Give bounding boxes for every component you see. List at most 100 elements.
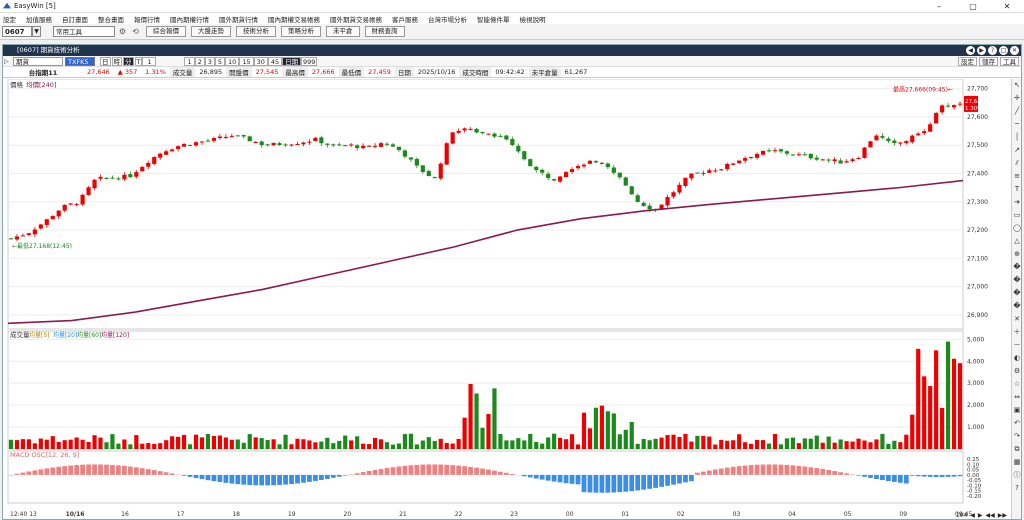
candle-body [599,162,604,164]
menu-item-9[interactable]: 客戶服務 [392,15,418,24]
interval-button-4[interactable]: 10 [225,56,240,66]
code-dropdown-icon[interactable]: ▼ [32,26,41,37]
candle-body [951,105,957,108]
candle-body [265,144,270,146]
interval-button-6[interactable]: 30 [253,56,268,66]
eye-icon[interactable]: � [1013,276,1021,284]
menu-item-8[interactable]: 國外期貨交易帳務 [330,15,382,24]
toolbar-button-5[interactable]: 財務查詢 [364,26,405,37]
nav-first[interactable]: ◀◀ [985,511,995,519]
last-price: 27,646 [87,68,110,76]
zoom-out-icon[interactable]: ✕ [1014,315,1020,323]
chart-option-1[interactable]: 儲存 [979,57,998,66]
gear-icon[interactable]: － [1013,341,1021,349]
nav-next[interactable]: ▶ [977,511,983,519]
period-hour[interactable]: 時 [111,56,122,66]
minute-input[interactable]: 1 [142,56,157,66]
list-icon[interactable]: ⓘ [1013,471,1021,479]
menu-item-12[interactable]: 檢視說明 [519,15,546,24]
line-icon[interactable]: ╱ [1014,107,1020,115]
menu-item-7[interactable]: 國內期權交易帳務 [268,15,320,24]
cross-icon[interactable]: ✛ [1014,94,1020,102]
trash-icon[interactable]: � [1013,289,1021,297]
chart-option-0[interactable]: 設定 [958,57,977,66]
interval-button-7[interactable]: 45 [267,56,283,66]
chart-option-2[interactable]: 工具 [1000,57,1019,66]
triangle-icon[interactable]: △ [1014,237,1020,245]
menu-item-5[interactable]: 國內期權行情 [170,15,209,24]
menu-item-3[interactable]: 整合畫面 [98,15,124,24]
refresh-icon[interactable]: ⟲ [132,27,139,36]
cursor-icon[interactable]: ↖ [1014,81,1020,89]
price-tick-label: 27,200 [967,227,988,234]
fib-icon[interactable]: ≡ [1014,172,1020,180]
interval-button-0[interactable]: 1 [184,56,195,66]
minimize-button[interactable]: – [937,2,941,11]
period-day[interactable]: 日 [100,56,111,66]
panel-button-4[interactable]: ✕ [1010,46,1019,55]
zoom-in-icon[interactable]: � [1013,302,1021,310]
toolbar-button-3[interactable]: 策略分析 [281,26,321,37]
camera-icon[interactable]: ☆ [1013,380,1021,388]
interval-button-3[interactable]: 5 [214,56,226,66]
magnet-icon[interactable]: ⊕ [1014,250,1020,258]
panel-button-1[interactable]: ▶ [977,46,986,55]
measure-icon[interactable]: ⚙ [1013,367,1021,375]
price-chart[interactable]: 26,900 27,000 27,100 27,200 27,300 27,400 27,5… [3,79,1011,519]
star-icon[interactable]: ◐ [1013,354,1021,362]
text-icon[interactable]: T [1014,185,1020,193]
copy-icon[interactable]: ↶ [1014,419,1020,427]
help-icon[interactable]: ▦ [1013,458,1021,466]
menu-item-6[interactable]: 國外期貨行情 [219,15,258,24]
count-input[interactable]: 999 [301,56,318,66]
menu-item-10[interactable]: 台灣市場分析 [428,15,467,24]
grid-icon[interactable]: ↷ [1014,432,1020,440]
panel-button-3[interactable]: □ [999,46,1008,55]
code-input[interactable]: 0607 [2,26,32,37]
channel-icon[interactable]: ⫽ [1015,159,1019,167]
interval-button-8[interactable]: 日期 [282,56,302,66]
redo-icon[interactable]: ▣ [1013,406,1021,414]
toolbar-button-0[interactable]: 綜合報價 [146,26,186,37]
play-icon[interactable]: ▷ [4,57,9,65]
candle-body [540,169,545,173]
maximize-button[interactable]: ▢ [969,2,977,11]
nav-last[interactable]: ▶▶ [997,511,1007,519]
gear-icon[interactable]: ⚙ [118,27,127,36]
hline-icon[interactable]: ─ [1014,120,1020,128]
interval-button-1[interactable]: 2 [194,56,205,66]
toolbar-button-1[interactable]: 大盤走勢 [191,26,231,37]
arrow-icon[interactable]: ➔ [1014,198,1020,206]
menu-item-11[interactable]: 智能條件單 [477,15,510,24]
menu-item-1[interactable]: 加值服務 [26,15,52,24]
toolbar-button-4[interactable]: 未平倉 [326,26,360,37]
volume-bar [760,440,766,449]
info-icon[interactable]: ⧉ [1014,445,1020,453]
period-tick[interactable]: T [134,56,143,66]
interval-button-2[interactable]: 3 [204,56,215,66]
undo-icon[interactable]: ⇔ [1014,393,1020,401]
toolbar-button-2[interactable]: 技術分析 [236,26,276,37]
nav-prev[interactable]: ◀ [970,511,975,519]
macd-bar [951,474,957,477]
menu-item-0[interactable]: 設定 [3,15,16,24]
tool-combo[interactable]: 常用工具 [53,26,115,37]
contract-select[interactable]: TXFK5 [65,56,95,66]
period-minute[interactable]: 分 [123,56,134,66]
close-button[interactable]: ✕ [1003,2,1011,11]
menu-item-2[interactable]: 自訂畫面 [62,15,88,24]
type-select[interactable]: 期貨 [13,56,63,66]
lock-icon[interactable]: � [1013,263,1021,271]
panel-button-2[interactable]: ? [988,46,997,55]
panel-button-0[interactable]: ◀ [966,46,975,55]
palette-icon[interactable]: ＋ [1013,328,1021,336]
menu-item-4[interactable]: 報價行情 [134,15,160,24]
interval-button-5[interactable]: 15 [239,56,254,66]
vline-icon[interactable]: │ [1014,133,1020,141]
rect-icon[interactable]: ▭ [1013,211,1021,219]
ellipse-icon[interactable]: ◯ [1013,224,1021,232]
ray-icon[interactable]: ↗ [1014,146,1020,154]
more-icon[interactable]: ? [1015,484,1019,492]
macd-bar [623,474,629,492]
candle-body [361,145,366,149]
